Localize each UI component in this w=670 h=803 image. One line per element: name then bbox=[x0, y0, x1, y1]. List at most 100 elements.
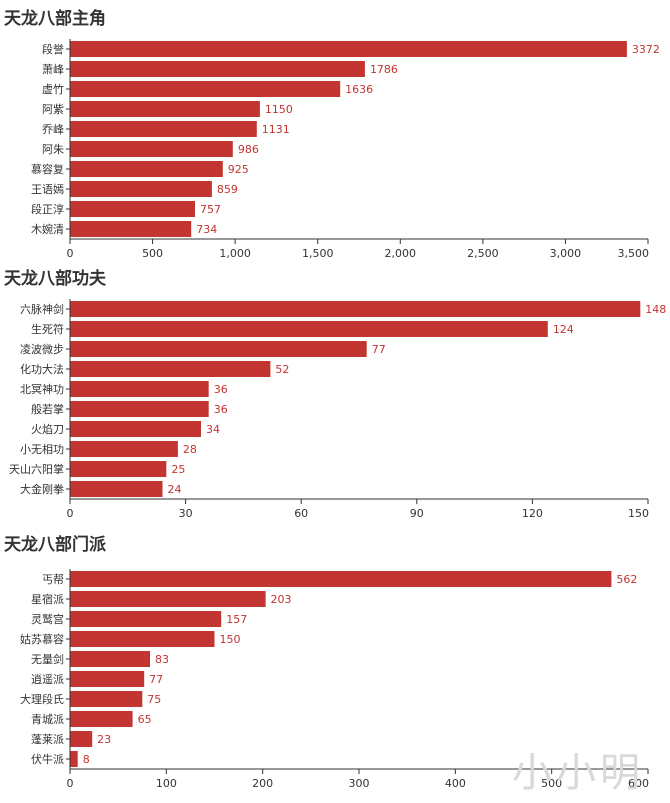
data-label: 77 bbox=[372, 343, 386, 356]
bar bbox=[70, 571, 612, 587]
category-label: 小无相功 bbox=[20, 443, 64, 456]
data-label: 1150 bbox=[265, 103, 293, 116]
category-label: 般若掌 bbox=[31, 402, 64, 416]
category-label: 天山六阳掌 bbox=[9, 462, 64, 476]
data-label: 562 bbox=[616, 573, 637, 586]
chart-title: 天龙八部门派 bbox=[4, 534, 107, 555]
bar bbox=[70, 731, 93, 747]
category-label: 大理段氏 bbox=[20, 692, 64, 706]
category-label: 丐帮 bbox=[42, 573, 64, 586]
x-tick-label: 120 bbox=[522, 507, 543, 520]
category-label: 无量剑 bbox=[31, 652, 64, 666]
bar bbox=[70, 101, 260, 117]
category-label: 萧峰 bbox=[42, 63, 64, 76]
data-label: 925 bbox=[228, 163, 249, 176]
bar bbox=[70, 301, 641, 317]
data-label: 859 bbox=[217, 183, 238, 196]
x-tick-label: 500 bbox=[541, 777, 562, 790]
data-label: 65 bbox=[138, 713, 152, 726]
data-label: 986 bbox=[238, 143, 259, 156]
x-tick-label: 3,000 bbox=[550, 247, 582, 260]
data-label: 203 bbox=[271, 593, 292, 606]
category-label: 六脉神剑 bbox=[20, 302, 64, 316]
data-label: 23 bbox=[97, 733, 111, 746]
x-tick-label: 1,000 bbox=[219, 247, 251, 260]
x-tick-label: 0 bbox=[67, 777, 74, 790]
category-label: 段正淳 bbox=[31, 202, 64, 216]
bar bbox=[70, 381, 209, 397]
bar bbox=[70, 201, 195, 217]
bar bbox=[70, 691, 143, 707]
bar bbox=[70, 121, 257, 137]
x-tick-label: 500 bbox=[142, 247, 163, 260]
x-tick-label: 100 bbox=[156, 777, 177, 790]
bar bbox=[70, 401, 209, 417]
category-label: 大金刚拳 bbox=[20, 482, 64, 496]
x-tick-label: 3,500 bbox=[618, 247, 650, 260]
category-label: 虚竹 bbox=[42, 82, 64, 96]
category-label: 木婉清 bbox=[31, 222, 64, 236]
category-label: 青城派 bbox=[31, 713, 64, 726]
data-label: 1786 bbox=[370, 63, 398, 76]
data-label: 28 bbox=[183, 443, 197, 456]
category-label: 王语嫣 bbox=[31, 182, 64, 196]
x-tick-label: 300 bbox=[349, 777, 370, 790]
bar bbox=[70, 181, 212, 197]
bar bbox=[70, 461, 167, 477]
bar bbox=[70, 671, 145, 687]
data-label: 52 bbox=[275, 363, 289, 376]
bar bbox=[70, 41, 627, 57]
data-label: 8 bbox=[83, 753, 90, 766]
x-tick-label: 0 bbox=[67, 507, 74, 520]
category-label: 火焰刀 bbox=[31, 422, 64, 436]
category-label: 蓬莱派 bbox=[31, 733, 64, 746]
category-label: 姑苏慕容 bbox=[20, 632, 64, 646]
data-label: 36 bbox=[214, 383, 228, 396]
bar bbox=[70, 651, 150, 667]
bar bbox=[70, 81, 341, 97]
data-label: 150 bbox=[220, 633, 241, 646]
data-label: 148 bbox=[645, 303, 666, 316]
data-label: 757 bbox=[200, 203, 221, 216]
category-label: 生死符 bbox=[31, 322, 64, 336]
data-label: 36 bbox=[214, 403, 228, 416]
x-tick-label: 30 bbox=[179, 507, 193, 520]
x-tick-label: 400 bbox=[445, 777, 466, 790]
data-label: 1636 bbox=[345, 83, 373, 96]
x-tick-label: 90 bbox=[410, 507, 424, 520]
bar bbox=[70, 321, 548, 337]
x-tick-label: 600 bbox=[628, 777, 649, 790]
category-label: 阿紫 bbox=[42, 103, 64, 116]
category-label: 逍遥派 bbox=[31, 673, 64, 686]
bar bbox=[70, 421, 201, 437]
category-label: 慕容复 bbox=[31, 162, 64, 176]
data-label: 25 bbox=[171, 463, 185, 476]
bar bbox=[70, 161, 223, 177]
data-label: 83 bbox=[155, 653, 169, 666]
x-tick-label: 0 bbox=[67, 247, 74, 260]
x-tick-label: 200 bbox=[252, 777, 273, 790]
category-label: 阿朱 bbox=[42, 143, 64, 156]
data-label: 1131 bbox=[262, 123, 290, 136]
bar bbox=[70, 221, 192, 237]
bar bbox=[70, 61, 365, 77]
bar bbox=[70, 711, 133, 727]
category-label: 伏牛派 bbox=[31, 752, 64, 766]
data-label: 34 bbox=[206, 423, 220, 436]
category-label: 乔峰 bbox=[42, 123, 64, 136]
data-label: 157 bbox=[226, 613, 247, 626]
x-tick-label: 60 bbox=[294, 507, 308, 520]
data-label: 3372 bbox=[632, 43, 660, 56]
category-label: 北冥神功 bbox=[20, 382, 64, 396]
x-tick-label: 150 bbox=[628, 507, 649, 520]
bar bbox=[70, 751, 78, 767]
bar bbox=[70, 631, 215, 647]
category-label: 凌波微步 bbox=[20, 342, 64, 356]
data-label: 124 bbox=[553, 323, 574, 336]
bar bbox=[70, 141, 233, 157]
x-tick-label: 1,500 bbox=[302, 247, 334, 260]
category-label: 化功大法 bbox=[20, 362, 64, 376]
